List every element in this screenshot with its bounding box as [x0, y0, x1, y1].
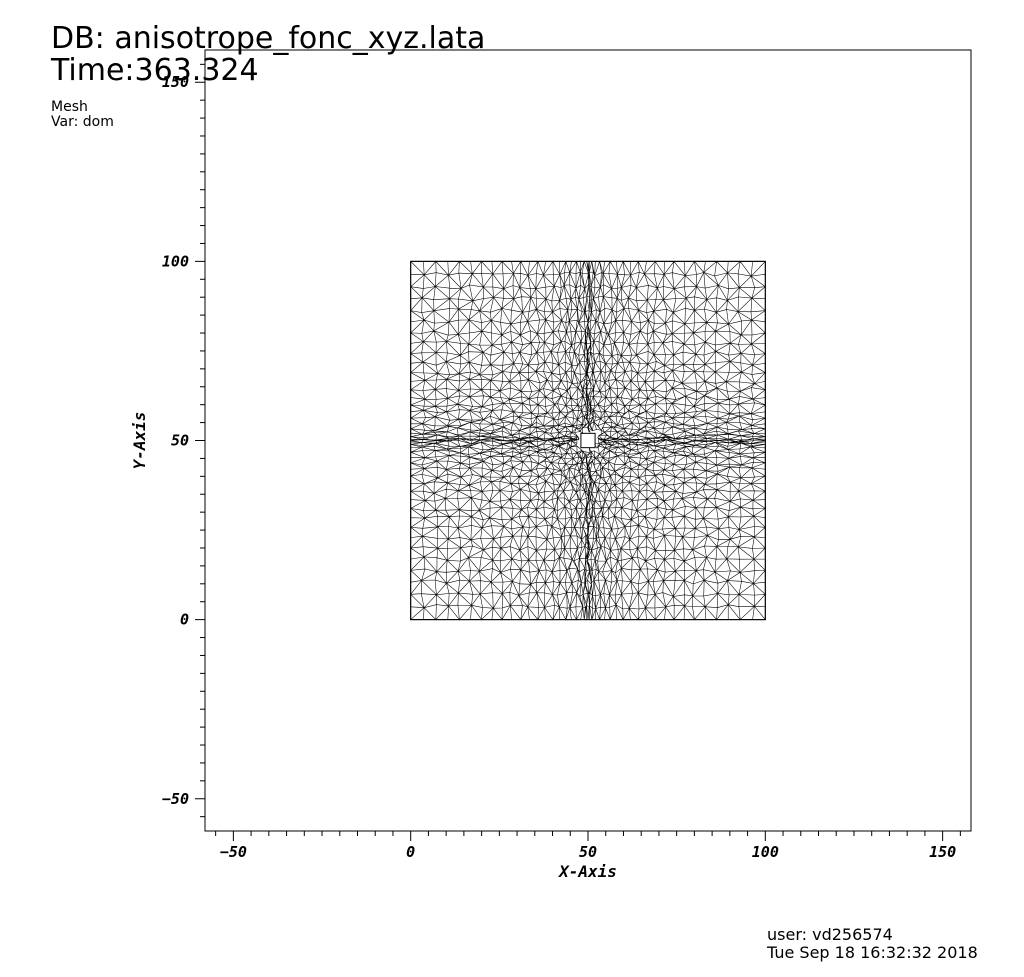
mesh-layer: [409, 260, 767, 621]
footer-date: Tue Sep 18 16:32:32 2018: [767, 943, 978, 962]
x-tick-label: 50: [579, 843, 597, 861]
x-tick-label: 150: [929, 843, 956, 861]
y-tick-label: −50: [162, 790, 189, 808]
variable-label: Var: dom: [51, 114, 114, 130]
y-tick-label: 150: [162, 73, 189, 91]
domain-hole: [580, 432, 596, 449]
y-tick-label: 50: [171, 432, 189, 450]
x-tick-label: 100: [752, 843, 779, 861]
x-tick-label: 0: [406, 843, 415, 861]
mesh-triangles: [409, 260, 767, 621]
y-axis-title: Y-Axis: [130, 412, 149, 470]
x-axis-title: X-Axis: [557, 862, 617, 881]
plot-type-label: Mesh: [51, 99, 88, 115]
y-tick-label: 100: [162, 252, 189, 270]
x-tick-label: −50: [220, 843, 247, 861]
y-tick-label: 0: [180, 611, 189, 629]
time-title: Time:363.324: [51, 53, 259, 88]
footer-user: user: vd256574: [767, 925, 893, 944]
axes-layer: −50 0 50 100 150 −50 0 50 100 150: [162, 63, 961, 861]
domain-boundary: [410, 260, 766, 621]
